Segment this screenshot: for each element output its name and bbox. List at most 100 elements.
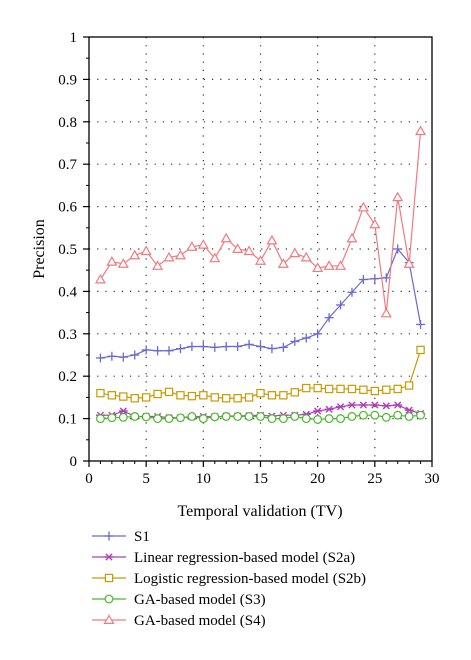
- data-point: [324, 313, 334, 323]
- y-axis-title: Precision: [31, 219, 48, 279]
- data-point: [334, 260, 347, 270]
- data-point: [267, 391, 277, 400]
- data-point: [153, 389, 162, 399]
- data-point: [107, 351, 117, 361]
- data-point: [313, 329, 323, 339]
- data-point: [96, 388, 105, 398]
- data-point: [324, 414, 334, 424]
- y-tick-label: 0.6: [58, 200, 77, 216]
- y-tick-label: 1: [70, 30, 78, 46]
- data-point: [278, 342, 288, 352]
- data-point: [106, 256, 118, 266]
- data-point: [403, 258, 415, 268]
- data-point: [233, 342, 243, 352]
- axis-ticks: 0 5 10 15 20 25 30 0 0.1 0.2 0.3 0.4 0.5 0.6 0.7 0.8 0.9…: [58, 30, 439, 487]
- data-point: [233, 394, 242, 403]
- data-point: [130, 412, 140, 421]
- data-point: [358, 401, 368, 409]
- data-point: [382, 385, 391, 394]
- data-point: [279, 391, 288, 400]
- series-line: [99, 131, 422, 314]
- data-point: [266, 234, 278, 245]
- legend-item: S1: [92, 529, 150, 545]
- data-point: [210, 342, 220, 352]
- data-point: [187, 391, 197, 401]
- data-point: [199, 391, 208, 400]
- y-tick-label: 0.9: [58, 72, 77, 88]
- x-tick-label: 15: [253, 471, 268, 487]
- data-point: [393, 244, 403, 254]
- data-point: [370, 410, 380, 420]
- data-point: [415, 125, 427, 136]
- data-point: [209, 252, 221, 263]
- series-4: [96, 410, 425, 424]
- data-point: [380, 307, 392, 318]
- series-line: [100, 247, 422, 359]
- data-point: [324, 384, 334, 394]
- data-point: [164, 387, 174, 397]
- data-point: [256, 388, 265, 398]
- data-point: [244, 339, 254, 349]
- data-point: [302, 383, 311, 393]
- x-axis-title: Temporal validation (TV): [177, 503, 342, 520]
- data-point: [153, 414, 163, 424]
- data-point: [243, 245, 255, 256]
- series-layer: [94, 125, 427, 424]
- data-point: [197, 239, 209, 249]
- y-tick-label: 0.7: [58, 157, 77, 173]
- data-point: [313, 383, 322, 393]
- legend-label: Linear regression-based model (S2a): [134, 550, 355, 566]
- x-tick-label: 5: [142, 471, 150, 487]
- data-point: [289, 247, 301, 258]
- y-tick-label: 0.2: [58, 369, 77, 385]
- legend-label: Logistic regression-based model (S2b): [134, 571, 366, 587]
- data-point: [118, 407, 128, 415]
- data-point: [300, 251, 312, 262]
- x-tick-label: 0: [85, 471, 93, 487]
- data-point: [278, 414, 288, 424]
- data-point: [130, 350, 140, 360]
- data-point: [404, 406, 414, 414]
- data-point: [347, 401, 357, 409]
- data-point: [210, 412, 220, 422]
- data-point: [222, 394, 231, 403]
- data-point: [347, 384, 357, 394]
- data-point: [392, 191, 404, 202]
- data-point: [141, 345, 151, 355]
- data-point: [104, 573, 114, 583]
- data-point: [119, 392, 128, 401]
- data-point: [244, 412, 254, 421]
- data-point: [267, 344, 277, 354]
- x-tick-label: 20: [310, 471, 325, 487]
- data-point: [152, 260, 164, 270]
- data-point: [347, 412, 357, 421]
- data-point: [393, 401, 403, 409]
- data-point: [187, 342, 197, 352]
- data-point: [94, 273, 106, 284]
- data-point: [221, 412, 231, 421]
- data-point: [416, 319, 426, 329]
- y-tick-label: 0: [70, 454, 78, 470]
- legend-item: Logistic regression-based model (S2b): [92, 571, 366, 587]
- y-tick-label: 0.5: [58, 242, 77, 258]
- x-tick-label: 25: [367, 471, 382, 487]
- data-point: [346, 232, 358, 243]
- data-point: [232, 243, 244, 253]
- data-point: [163, 251, 175, 262]
- legend-label: S1: [134, 529, 150, 545]
- data-point: [96, 414, 105, 424]
- data-point: [104, 553, 114, 561]
- data-point: [347, 287, 357, 297]
- legend-item: Linear regression-based model (S2a): [92, 550, 355, 566]
- data-point: [95, 353, 105, 363]
- data-point: [336, 403, 346, 411]
- data-point: [140, 245, 152, 256]
- data-point: [187, 412, 197, 421]
- data-point: [404, 412, 414, 421]
- data-point: [312, 262, 324, 273]
- data-point: [186, 241, 198, 251]
- data-point: [141, 412, 151, 422]
- data-point: [220, 232, 232, 243]
- data-point: [416, 345, 425, 355]
